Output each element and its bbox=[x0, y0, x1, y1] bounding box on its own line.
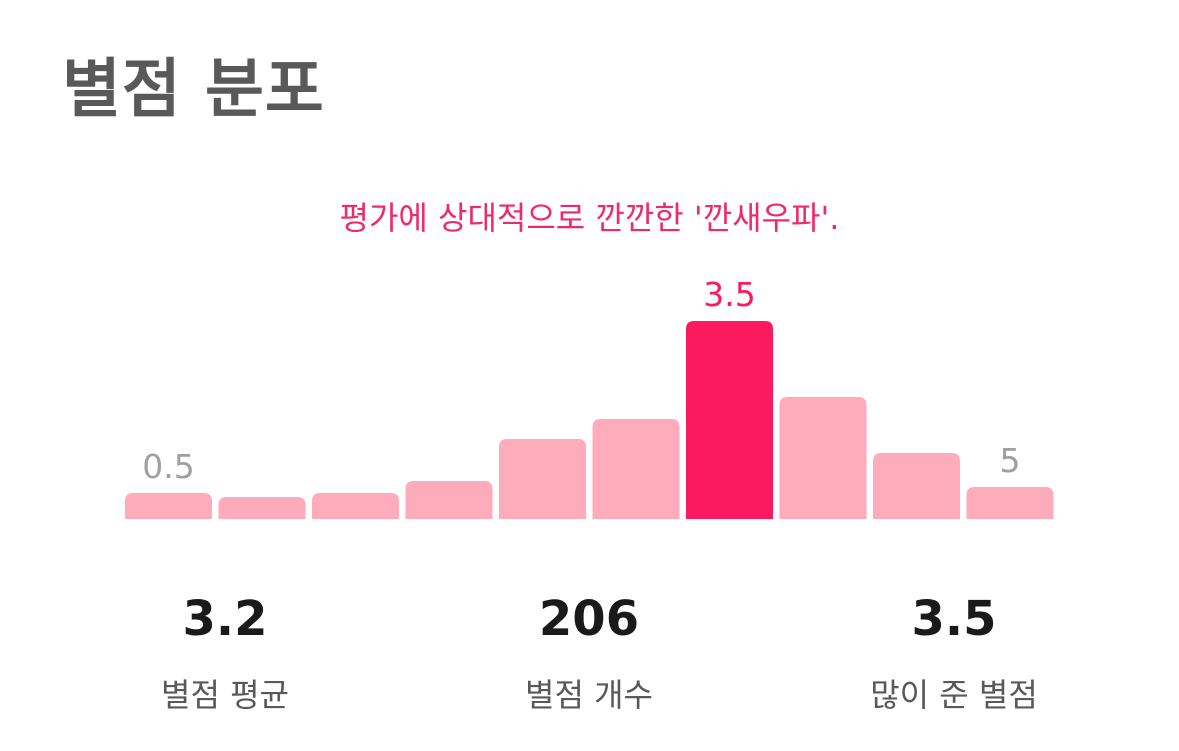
bar-3.5 bbox=[686, 321, 773, 519]
stat-mode-label: 많이 준 별점 bbox=[870, 676, 1038, 714]
bar-4 bbox=[779, 397, 867, 519]
bar-1 bbox=[218, 497, 306, 519]
chart-subtitle: 평가에 상대적으로 깐깐한 '깐새우파'. bbox=[339, 199, 840, 237]
stat-mode-value: 3.5 bbox=[911, 591, 997, 647]
stat-average-value: 3.2 bbox=[182, 591, 268, 647]
bar-label-0.5: 0.5 bbox=[142, 447, 194, 486]
bar-2 bbox=[405, 481, 493, 519]
bar-5 bbox=[966, 487, 1054, 519]
bar-label-5: 5 bbox=[1000, 441, 1021, 480]
bar-0.5 bbox=[125, 493, 212, 519]
bar-1.5 bbox=[312, 493, 399, 519]
stat-count-label: 별점 개수 bbox=[525, 676, 653, 714]
section-title: 별점 분포 bbox=[62, 53, 325, 127]
stat-average-label: 별점 평균 bbox=[161, 676, 289, 714]
bar-label-highlight: 3.5 bbox=[703, 275, 755, 314]
stat-mode: 3.5 많이 준 별점 bbox=[804, 585, 1104, 717]
stat-average: 3.2 별점 평균 bbox=[75, 585, 375, 717]
rating-distribution-chart: 0.5 3.5 5 bbox=[125, 275, 1054, 519]
stat-count-value: 206 bbox=[538, 591, 640, 647]
stat-count: 206 별점 개수 bbox=[439, 585, 739, 717]
bar-3 bbox=[592, 419, 680, 519]
bar-4.5 bbox=[873, 453, 960, 519]
bar-2.5 bbox=[499, 439, 586, 519]
